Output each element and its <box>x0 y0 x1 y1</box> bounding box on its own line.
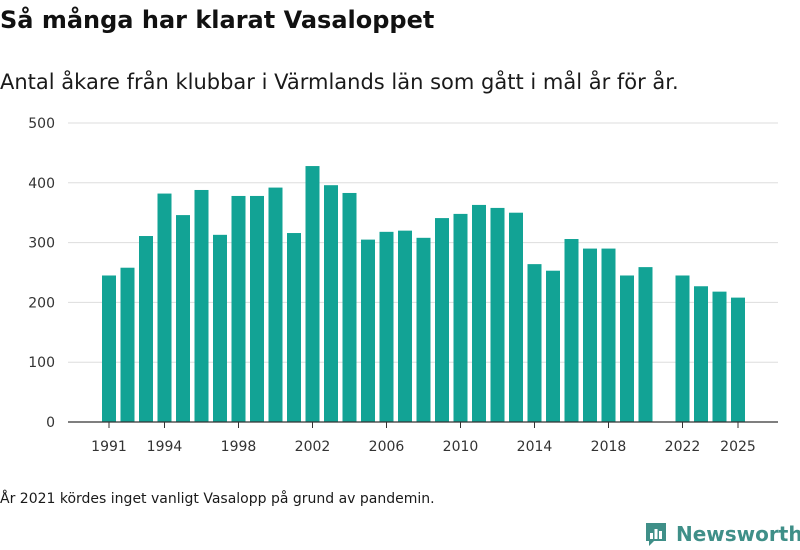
bar-2012 <box>490 207 505 422</box>
y-tick-label: 400 <box>28 176 55 192</box>
bar-2025 <box>731 297 745 422</box>
y-tick-label: 100 <box>28 355 55 371</box>
bar-2010 <box>453 213 468 422</box>
bar-2004 <box>342 192 357 422</box>
x-tick-label: 2025 <box>720 439 756 455</box>
y-tick-label: 200 <box>28 295 55 311</box>
bar-2014 <box>527 264 542 422</box>
bar-2016 <box>564 239 579 422</box>
x-tick-label: 2022 <box>665 439 701 455</box>
bar-1998 <box>231 195 246 422</box>
bar-2009 <box>435 218 449 422</box>
bar-1993 <box>139 236 153 422</box>
logo-text: Newsworthy <box>676 522 800 546</box>
bar-2005 <box>361 239 375 422</box>
bar-2003 <box>324 185 338 422</box>
chart-subtitle: Antal åkare från klubbar i Värmlands län… <box>0 70 679 94</box>
y-tick-label: 500 <box>28 116 55 132</box>
newsworthy-logo-icon <box>644 521 668 547</box>
bar-1995 <box>176 215 190 422</box>
bar-2006 <box>379 231 394 422</box>
bar-1997 <box>213 234 227 422</box>
bar-2008 <box>416 237 431 422</box>
bar-2000 <box>268 187 283 422</box>
y-tick-label: 0 <box>46 415 55 431</box>
axes: 0 100 200 300 400 500 1991 1994 1998 2002 2006 2010… <box>28 116 778 455</box>
bars <box>102 166 745 422</box>
x-tick-label: 2002 <box>295 439 331 455</box>
x-tick-label: 1994 <box>147 439 183 455</box>
footnote: År 2021 kördes inget vanligt Vasalopp på… <box>0 491 435 507</box>
newsworthy-logo: Newsworthy <box>644 520 800 548</box>
x-tick-label: 2014 <box>517 439 553 455</box>
x-tick-label: 2010 <box>443 439 479 455</box>
bar-2022 <box>675 275 690 422</box>
bar-1996 <box>194 189 209 422</box>
bar-2017 <box>583 248 597 422</box>
bar-2001 <box>287 233 301 422</box>
x-tick-label: 1991 <box>91 439 127 455</box>
x-tick-label: 2018 <box>591 439 627 455</box>
bar-1994 <box>157 193 172 422</box>
bar-chart: 0 100 200 300 400 500 1991 1994 1998 2002 2006 2010… <box>28 116 778 455</box>
x-tick-label: 1998 <box>221 439 257 455</box>
y-tick-label: 300 <box>28 236 55 252</box>
bar-2015 <box>546 270 560 422</box>
bar-2007 <box>398 230 412 422</box>
bar-2020 <box>638 267 653 422</box>
bar-2011 <box>472 204 486 422</box>
x-tick-label: 2006 <box>369 439 405 455</box>
bar-1991 <box>102 275 116 422</box>
bar-1992 <box>120 267 135 422</box>
bar-1999 <box>250 195 264 422</box>
chart-title: Så många har klarat Vasaloppet <box>0 6 435 34</box>
bar-2024 <box>712 291 727 422</box>
bar-2013 <box>509 212 523 422</box>
bar-2023 <box>694 286 708 422</box>
bar-2019 <box>620 275 634 422</box>
bar-2018 <box>601 248 616 422</box>
bar-2002 <box>305 166 320 422</box>
